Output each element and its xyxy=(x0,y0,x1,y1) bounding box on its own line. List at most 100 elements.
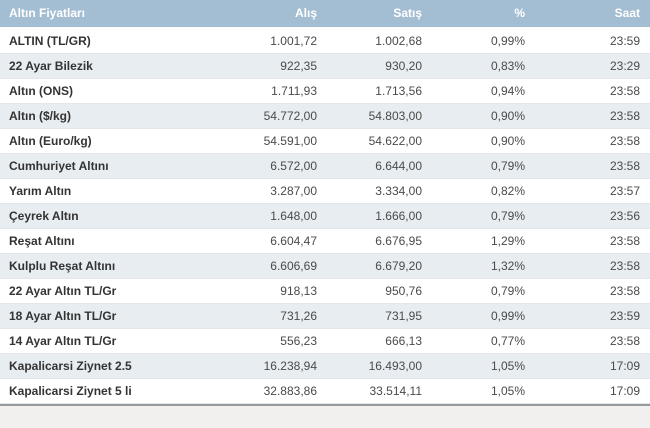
percent-change-cell: 0,79% xyxy=(432,278,535,304)
instrument-name-cell: 18 Ayar Altın TL/Gr xyxy=(0,303,250,329)
time-cell: 17:09 xyxy=(535,378,650,404)
instrument-name-cell: Kulplu Reşat Altını xyxy=(0,253,250,279)
table-row: Çeyrek Altın 1.648,00 1.666,00 0,79% 23:… xyxy=(0,203,650,229)
header-row: Altın Fiyatları Alış Satış % Saat xyxy=(0,0,650,30)
table-title: Altın Fiyatları xyxy=(0,0,250,30)
percent-change-cell: 0,99% xyxy=(432,28,535,54)
table-row: Kulplu Reşat Altını 6.606,69 6.679,20 1,… xyxy=(0,253,650,279)
sell-price-cell: 6.679,20 xyxy=(327,253,432,279)
sell-price-cell: 1.002,68 xyxy=(327,28,432,54)
table-row: Kapalicarsi Ziynet 2.5 16.238,94 16.493,… xyxy=(0,353,650,379)
time-cell: 23:58 xyxy=(535,78,650,104)
instrument-name-cell: Kapalicarsi Ziynet 5 li xyxy=(0,378,250,404)
sell-price-cell: 930,20 xyxy=(327,53,432,79)
sell-price-cell: 54.803,00 xyxy=(327,103,432,129)
buy-price-cell: 1.648,00 xyxy=(250,203,327,229)
percent-change-cell: 0,99% xyxy=(432,303,535,329)
table-row: Reşat Altını 6.604,47 6.676,95 1,29% 23:… xyxy=(0,228,650,254)
instrument-name-cell: 22 Ayar Bilezik xyxy=(0,53,250,79)
gold-prices-table: Altın Fiyatları Alış Satış % Saat ALTIN … xyxy=(0,0,650,404)
instrument-name-cell: Yarım Altın xyxy=(0,178,250,204)
instrument-name-cell: Cumhuriyet Altını xyxy=(0,153,250,179)
sell-price-cell: 1.713,56 xyxy=(327,78,432,104)
percent-change-cell: 1,05% xyxy=(432,353,535,379)
sell-price-cell: 950,76 xyxy=(327,278,432,304)
percent-change-cell: 0,79% xyxy=(432,203,535,229)
time-cell: 23:29 xyxy=(535,53,650,79)
percent-change-cell: 1,32% xyxy=(432,253,535,279)
percent-change-cell: 0,82% xyxy=(432,178,535,204)
buy-price-cell: 6.606,69 xyxy=(250,253,327,279)
time-cell: 23:58 xyxy=(535,128,650,154)
time-cell: 23:58 xyxy=(535,153,650,179)
buy-price-cell: 6.604,47 xyxy=(250,228,327,254)
instrument-name-cell: Kapalicarsi Ziynet 2.5 xyxy=(0,353,250,379)
buy-price-cell: 1.001,72 xyxy=(250,28,327,54)
table-row: Altın (Euro/kg) 54.591,00 54.622,00 0,90… xyxy=(0,128,650,154)
time-cell: 23:56 xyxy=(535,203,650,229)
sell-price-cell: 666,13 xyxy=(327,328,432,354)
buy-price-cell: 731,26 xyxy=(250,303,327,329)
time-cell: 23:59 xyxy=(535,28,650,54)
table-row: 22 Ayar Altın TL/Gr 918,13 950,76 0,79% … xyxy=(0,278,650,304)
table-row: Altın ($/kg) 54.772,00 54.803,00 0,90% 2… xyxy=(0,103,650,129)
gold-prices-widget: Altın Fiyatları Alış Satış % Saat ALTIN … xyxy=(0,0,650,406)
sell-price-cell: 6.676,95 xyxy=(327,228,432,254)
column-header-percent: % xyxy=(432,0,535,30)
sell-price-cell: 731,95 xyxy=(327,303,432,329)
percent-change-cell: 0,90% xyxy=(432,103,535,129)
sell-price-cell: 6.644,00 xyxy=(327,153,432,179)
price-table-body: ALTIN (TL/GR) 1.001,72 1.002,68 0,99% 23… xyxy=(0,28,650,404)
instrument-name-cell: Altın ($/kg) xyxy=(0,103,250,129)
percent-change-cell: 0,94% xyxy=(432,78,535,104)
buy-price-cell: 556,23 xyxy=(250,328,327,354)
column-header-buy: Alış xyxy=(250,0,327,30)
table-row: ALTIN (TL/GR) 1.001,72 1.002,68 0,99% 23… xyxy=(0,28,650,54)
instrument-name-cell: 14 Ayar Altın TL/Gr xyxy=(0,328,250,354)
time-cell: 23:58 xyxy=(535,103,650,129)
instrument-name-cell: Altın (Euro/kg) xyxy=(0,128,250,154)
time-cell: 23:58 xyxy=(535,278,650,304)
percent-change-cell: 0,83% xyxy=(432,53,535,79)
table-row: 14 Ayar Altın TL/Gr 556,23 666,13 0,77% … xyxy=(0,328,650,354)
buy-price-cell: 32.883,86 xyxy=(250,378,327,404)
table-row: Yarım Altın 3.287,00 3.334,00 0,82% 23:5… xyxy=(0,178,650,204)
column-header-sell: Satış xyxy=(327,0,432,30)
table-row: Altın (ONS) 1.711,93 1.713,56 0,94% 23:5… xyxy=(0,78,650,104)
sell-price-cell: 33.514,11 xyxy=(327,378,432,404)
buy-price-cell: 54.772,00 xyxy=(250,103,327,129)
time-cell: 23:58 xyxy=(535,228,650,254)
buy-price-cell: 918,13 xyxy=(250,278,327,304)
instrument-name-cell: 22 Ayar Altın TL/Gr xyxy=(0,278,250,304)
column-header-time: Saat xyxy=(535,0,650,30)
buy-price-cell: 6.572,00 xyxy=(250,153,327,179)
time-cell: 23:59 xyxy=(535,303,650,329)
table-row: 18 Ayar Altın TL/Gr 731,26 731,95 0,99% … xyxy=(0,303,650,329)
table-header: Altın Fiyatları Alış Satış % Saat xyxy=(0,0,650,30)
table-row: 22 Ayar Bilezik 922,35 930,20 0,83% 23:2… xyxy=(0,53,650,79)
time-cell: 23:58 xyxy=(535,253,650,279)
percent-change-cell: 0,77% xyxy=(432,328,535,354)
buy-price-cell: 922,35 xyxy=(250,53,327,79)
sell-price-cell: 3.334,00 xyxy=(327,178,432,204)
sell-price-cell: 1.666,00 xyxy=(327,203,432,229)
buy-price-cell: 3.287,00 xyxy=(250,178,327,204)
buy-price-cell: 1.711,93 xyxy=(250,78,327,104)
table-bottom-border xyxy=(0,403,650,406)
table-row: Cumhuriyet Altını 6.572,00 6.644,00 0,79… xyxy=(0,153,650,179)
instrument-name-cell: Altın (ONS) xyxy=(0,78,250,104)
percent-change-cell: 1,05% xyxy=(432,378,535,404)
percent-change-cell: 1,29% xyxy=(432,228,535,254)
instrument-name-cell: ALTIN (TL/GR) xyxy=(0,28,250,54)
buy-price-cell: 16.238,94 xyxy=(250,353,327,379)
instrument-name-cell: Reşat Altını xyxy=(0,228,250,254)
sell-price-cell: 16.493,00 xyxy=(327,353,432,379)
table-row: Kapalicarsi Ziynet 5 li 32.883,86 33.514… xyxy=(0,378,650,404)
sell-price-cell: 54.622,00 xyxy=(327,128,432,154)
instrument-name-cell: Çeyrek Altın xyxy=(0,203,250,229)
time-cell: 23:58 xyxy=(535,328,650,354)
buy-price-cell: 54.591,00 xyxy=(250,128,327,154)
percent-change-cell: 0,79% xyxy=(432,153,535,179)
time-cell: 17:09 xyxy=(535,353,650,379)
percent-change-cell: 0,90% xyxy=(432,128,535,154)
